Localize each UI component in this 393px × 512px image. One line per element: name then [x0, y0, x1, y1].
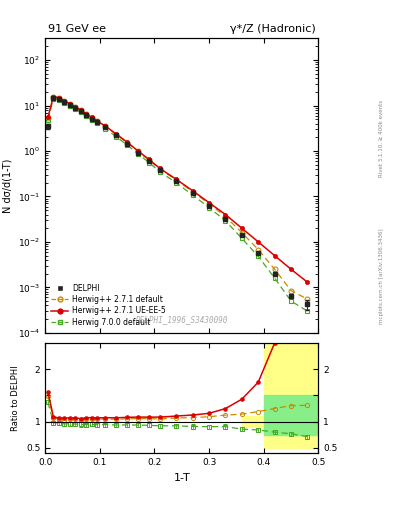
- Y-axis label: N dσ/d(1-T): N dσ/d(1-T): [2, 158, 12, 213]
- Text: DELPHI_1996_S3430090: DELPHI_1996_S3430090: [136, 315, 228, 324]
- Text: γ*/Z (Hadronic): γ*/Z (Hadronic): [230, 24, 316, 34]
- Text: Rivet 3.1.10, ≥ 400k events: Rivet 3.1.10, ≥ 400k events: [379, 100, 384, 177]
- Legend: DELPHI, Herwig++ 2.7.1 default, Herwig++ 2.7.1 UE-EE-5, Herwig 7.0.0 default: DELPHI, Herwig++ 2.7.1 default, Herwig++…: [49, 282, 168, 329]
- Text: mcplots.cern.ch [arXiv:1306.3436]: mcplots.cern.ch [arXiv:1306.3436]: [379, 229, 384, 324]
- Y-axis label: Ratio to DELPHI: Ratio to DELPHI: [11, 365, 20, 431]
- X-axis label: 1-T: 1-T: [173, 473, 190, 482]
- Text: 91 GeV ee: 91 GeV ee: [48, 24, 106, 34]
